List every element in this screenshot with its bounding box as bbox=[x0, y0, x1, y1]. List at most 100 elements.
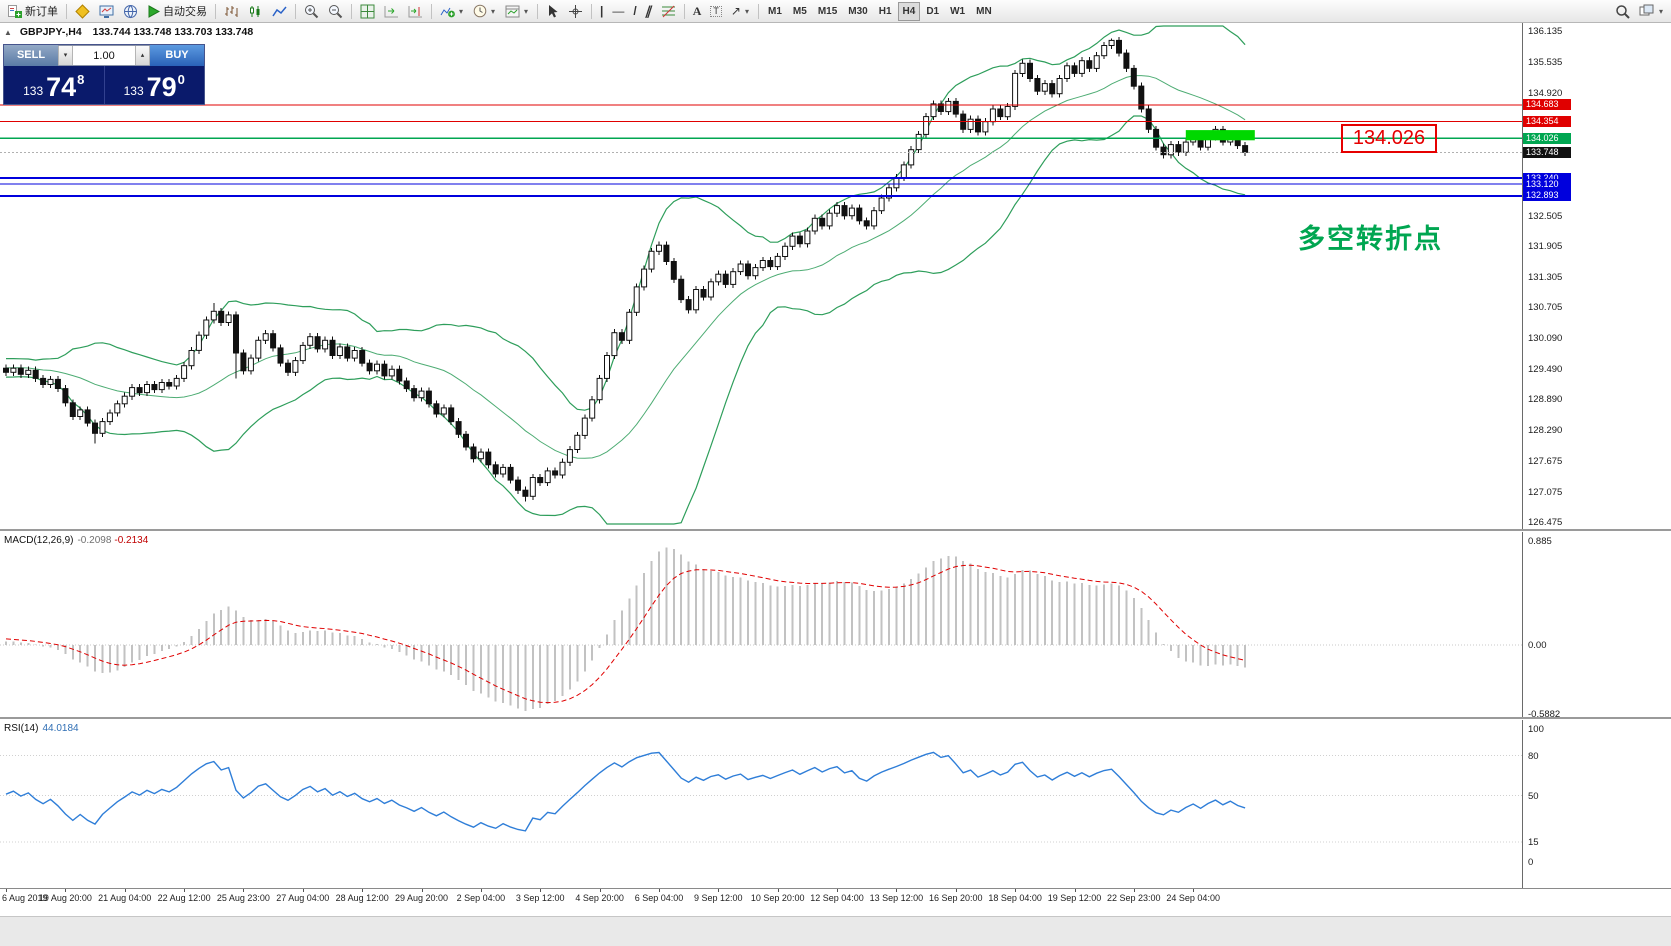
candle bbox=[173, 377, 180, 387]
candle bbox=[448, 407, 455, 423]
tile-windows-icon bbox=[360, 4, 375, 19]
time-axis: 6 Aug 2019 19 Aug 20:00 21 Aug 04:00 22 Aug… bbox=[0, 888, 1522, 914]
time-tick-mark bbox=[1133, 889, 1135, 892]
text-label-tool-button[interactable]: T bbox=[706, 2, 726, 21]
candle bbox=[715, 273, 722, 283]
candle bbox=[707, 281, 714, 298]
rsi-label: RSI(14) 44.0184 bbox=[4, 723, 79, 734]
candle bbox=[285, 362, 291, 373]
candle bbox=[396, 368, 403, 382]
candle bbox=[270, 333, 277, 349]
candle bbox=[77, 409, 84, 417]
sell-price-display[interactable]: 133 74 8 bbox=[4, 66, 104, 104]
time-tick-mark bbox=[896, 889, 898, 892]
sell-price-main: 74 bbox=[46, 72, 77, 102]
metaeditor-button[interactable] bbox=[71, 2, 94, 21]
timeframe-d1-button[interactable]: D1 bbox=[921, 2, 944, 21]
candle bbox=[745, 263, 751, 277]
time-axis-label: 4 Sep 20:00 bbox=[575, 893, 624, 903]
market-watch-button[interactable] bbox=[95, 2, 118, 21]
candle bbox=[893, 177, 900, 189]
candle bbox=[1041, 83, 1048, 92]
highlight-rectangle[interactable] bbox=[1185, 130, 1255, 141]
cursor-tool-button[interactable] bbox=[542, 2, 563, 21]
candle bbox=[529, 477, 536, 497]
timeframe-w1-button[interactable]: W1 bbox=[945, 2, 970, 21]
one-click-toggle-icon[interactable]: ▲ bbox=[4, 28, 12, 37]
chart-shift-button[interactable] bbox=[404, 2, 427, 21]
news-button[interactable] bbox=[119, 2, 142, 21]
time-axis-label: 29 Aug 20:00 bbox=[394, 893, 449, 903]
template-icon bbox=[505, 5, 520, 18]
periods-button[interactable]: ▾ bbox=[469, 2, 500, 21]
candle bbox=[218, 310, 225, 323]
toolbar-divider bbox=[537, 3, 539, 19]
price-tick-label: 127.075 bbox=[1528, 486, 1563, 498]
candle bbox=[322, 339, 329, 350]
timeframe-m1-button[interactable]: M1 bbox=[763, 2, 787, 21]
auto-scroll-button[interactable] bbox=[380, 2, 403, 21]
volume-input[interactable] bbox=[73, 46, 135, 65]
candle bbox=[1064, 65, 1071, 80]
text-label-icon: T bbox=[710, 5, 722, 17]
candlestick-chart-button[interactable] bbox=[244, 2, 267, 21]
timeframe-mn-button[interactable]: MN bbox=[971, 2, 997, 21]
candle bbox=[722, 273, 729, 285]
time-axis-label: 2 Sep 04:00 bbox=[456, 893, 506, 903]
zoom-in-button[interactable] bbox=[300, 2, 323, 21]
candle bbox=[863, 220, 870, 227]
candle bbox=[17, 367, 24, 375]
text-tool-button[interactable]: A bbox=[689, 2, 706, 21]
buy-button[interactable]: BUY bbox=[150, 45, 204, 66]
bar-chart-button[interactable] bbox=[220, 2, 243, 21]
templates-button[interactable]: ▾ bbox=[501, 2, 533, 21]
crosshair-tool-button[interactable] bbox=[564, 2, 587, 21]
candle bbox=[329, 339, 336, 356]
clock-icon bbox=[473, 4, 487, 18]
line-chart-button[interactable] bbox=[268, 2, 291, 21]
search-button[interactable] bbox=[1611, 2, 1634, 21]
volume-increase-button[interactable]: ▴ bbox=[135, 46, 150, 65]
auto-trading-label: 自动交易 bbox=[163, 6, 207, 18]
candle bbox=[515, 479, 521, 491]
fibonacci-tool-button[interactable] bbox=[657, 2, 680, 21]
candle bbox=[1019, 62, 1026, 74]
timeframe-m15-button[interactable]: M15 bbox=[813, 2, 842, 21]
sell-button[interactable]: SELL bbox=[4, 45, 58, 66]
candle bbox=[366, 362, 373, 372]
trendline-tool-button[interactable]: / bbox=[629, 2, 640, 21]
play-icon bbox=[147, 4, 160, 18]
macd-panel-separator[interactable] bbox=[0, 529, 1671, 531]
time-tick-mark bbox=[718, 889, 720, 892]
time-axis-label: 21 Aug 04:00 bbox=[98, 893, 152, 903]
level-price-tag: 133.240 bbox=[1523, 172, 1571, 184]
indicators-button[interactable]: ▾ bbox=[436, 2, 468, 21]
new-order-button[interactable]: 新订单 bbox=[3, 2, 62, 21]
price-tick-label: 131.905 bbox=[1528, 241, 1563, 252]
line-chart-icon bbox=[272, 5, 287, 18]
buy-price-display[interactable]: 133 79 0 bbox=[103, 66, 205, 104]
candle bbox=[1130, 67, 1137, 87]
window-list-button[interactable]: ▾ bbox=[1635, 2, 1668, 21]
timeframe-h4-button[interactable]: H4 bbox=[897, 1, 921, 21]
volume-decrease-button[interactable]: ▾ bbox=[58, 46, 73, 65]
timeframe-m5-button[interactable]: M5 bbox=[788, 2, 812, 21]
candle bbox=[507, 466, 514, 481]
channel-tool-button[interactable]: ∥ bbox=[642, 2, 656, 21]
time-tick-mark bbox=[1074, 889, 1076, 892]
candle bbox=[737, 263, 744, 273]
vertical-line-tool-button[interactable]: | bbox=[596, 2, 607, 21]
bollinger-middle-band bbox=[5, 75, 1246, 459]
candle bbox=[544, 470, 551, 484]
horizontal-line-tool-button[interactable]: — bbox=[608, 2, 628, 21]
auto-trading-button[interactable]: 自动交易 bbox=[143, 2, 211, 21]
rsi-panel-separator[interactable] bbox=[0, 717, 1671, 719]
timeframe-h1-button[interactable]: H1 bbox=[874, 2, 897, 21]
timeframe-m30-button[interactable]: M30 bbox=[843, 2, 872, 21]
arrows-tool-button[interactable]: ↗ ▾ bbox=[727, 2, 754, 21]
candle bbox=[774, 255, 781, 268]
rsi-tick-label: 0 bbox=[1528, 857, 1534, 868]
zoom-out-button[interactable] bbox=[324, 2, 347, 21]
time-axis-label: 10 Sep 20:00 bbox=[750, 893, 805, 903]
tile-windows-button[interactable] bbox=[356, 2, 379, 21]
